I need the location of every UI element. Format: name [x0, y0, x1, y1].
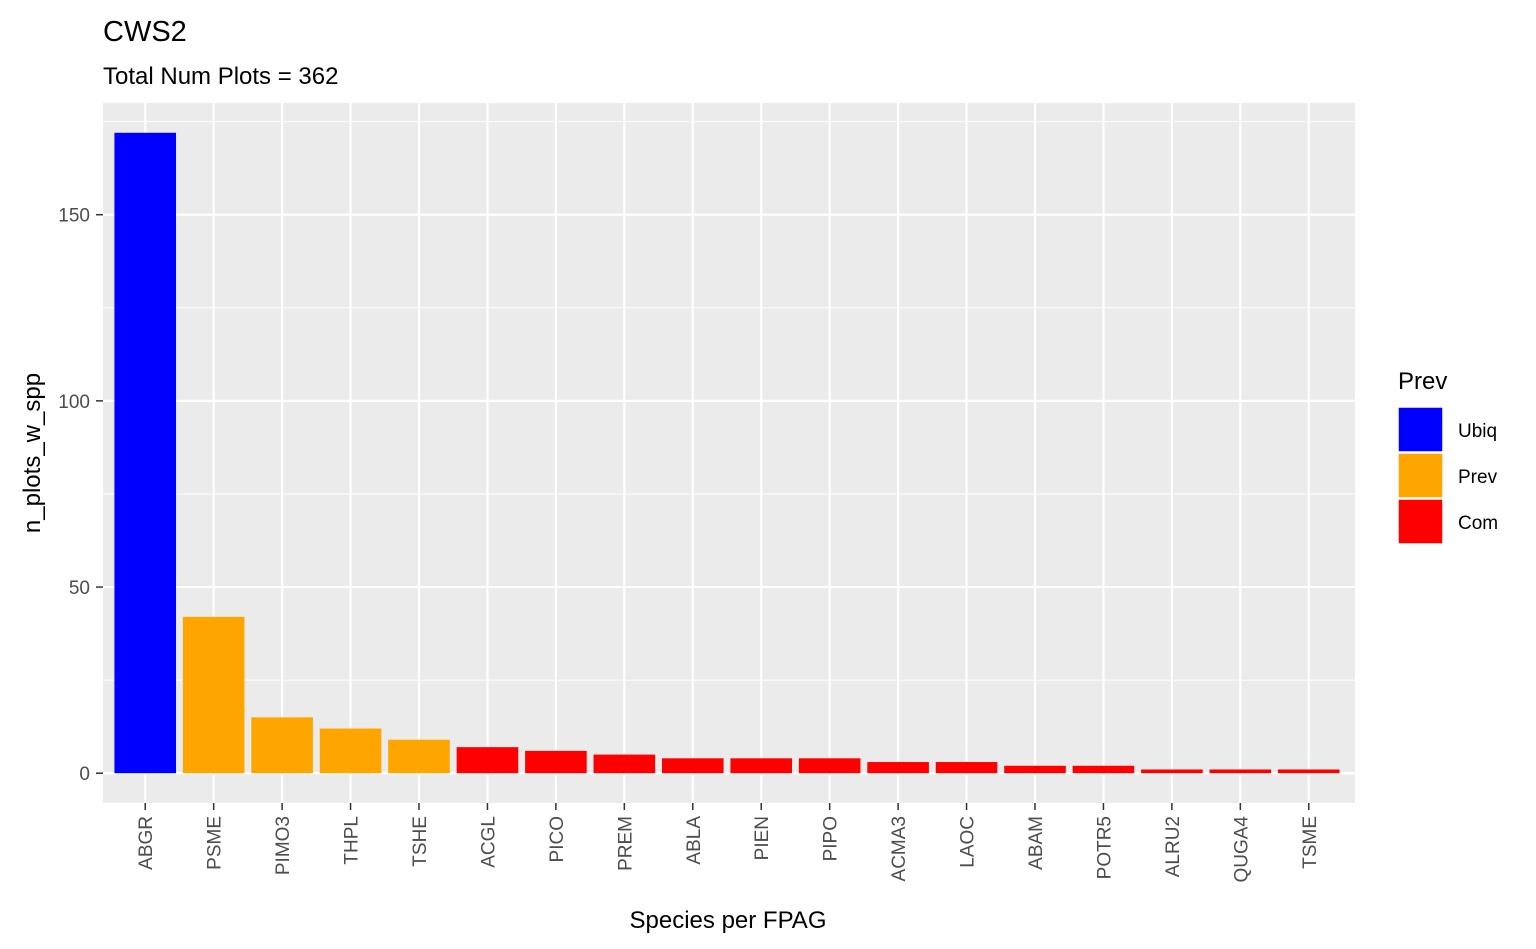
x-tick-label: PIMO3: [273, 816, 294, 875]
x-tick-label: PIPO: [821, 816, 842, 861]
x-tick-label: PICO: [547, 816, 568, 862]
legend-key-ubiq: [1397, 406, 1444, 453]
bar-pien: [730, 758, 793, 774]
y-tick-label: 150: [58, 206, 90, 227]
chart-title: CWS2: [103, 16, 187, 48]
y-tick-label: 50: [69, 578, 90, 599]
legend-items: Ubiq Prev Com: [1397, 406, 1498, 545]
legend: Prev Ubiq Prev Com: [1397, 368, 1498, 545]
plot-panel: [103, 103, 1355, 803]
legend-label-com: Com: [1458, 513, 1498, 534]
chart-subtitle: Total Num Plots = 362: [103, 63, 338, 90]
legend-label-prev: Prev: [1458, 467, 1498, 488]
x-tick-label: LAOC: [958, 816, 979, 868]
bar-acgl: [456, 747, 519, 774]
bar-quga4: [1209, 769, 1272, 774]
x-tick-label: PSME: [205, 816, 226, 870]
gridlines: [103, 103, 1355, 803]
bar-laoc: [935, 762, 998, 774]
legend-title: Prev: [1398, 368, 1447, 395]
x-tick-label: TSHE: [410, 816, 431, 867]
legend-label-ubiq: Ubiq: [1458, 421, 1497, 442]
x-tick-label: QUGA4: [1231, 816, 1252, 883]
bar-pipo: [798, 758, 861, 774]
bar-alru2: [1141, 769, 1203, 774]
y-tick-label: 0: [79, 764, 90, 785]
x-axis-title: Species per FPAG: [630, 907, 827, 934]
bar-psme: [182, 616, 245, 774]
bar-pico: [525, 750, 587, 774]
y-axis-title: n_plots_w_spp: [19, 373, 46, 533]
x-tick-label: PREM: [615, 816, 636, 871]
x-tick-label: ABLA: [684, 816, 705, 865]
bar-thpl: [319, 728, 382, 774]
bar-pimo3: [251, 717, 313, 774]
x-tick-label: TSME: [1300, 816, 1321, 869]
bar-abam: [1004, 765, 1066, 774]
y-tick-label: 100: [58, 392, 90, 413]
x-tick-label: PIEN: [752, 816, 773, 860]
x-tick-label: ALRU2: [1163, 816, 1184, 877]
bar-tsme: [1277, 769, 1340, 774]
x-tick-label: ABAM: [1026, 816, 1047, 870]
x-tick-label: ABGR: [136, 816, 157, 870]
legend-key-com: [1397, 498, 1444, 545]
x-tick-label: POTR5: [1094, 816, 1115, 879]
bar-tshe: [388, 739, 450, 774]
bars: [114, 132, 1340, 774]
bar-potr5: [1072, 765, 1135, 774]
x-tick-label: ACMA3: [889, 816, 910, 881]
x-axis: ABGR PSME PIMO3 THPL TSHE ACGL PICO PREM ABLA PIE…: [136, 803, 1321, 883]
x-tick-label: ACGL: [478, 816, 499, 868]
y-axis: 0 50 100 150: [58, 206, 103, 785]
bar-abla: [661, 758, 724, 774]
x-tick-label: THPL: [342, 816, 363, 865]
bar-abgr: [114, 132, 177, 774]
bar-acma3: [867, 762, 929, 774]
legend-key-prev: [1397, 452, 1444, 499]
bar-prem: [593, 754, 656, 774]
